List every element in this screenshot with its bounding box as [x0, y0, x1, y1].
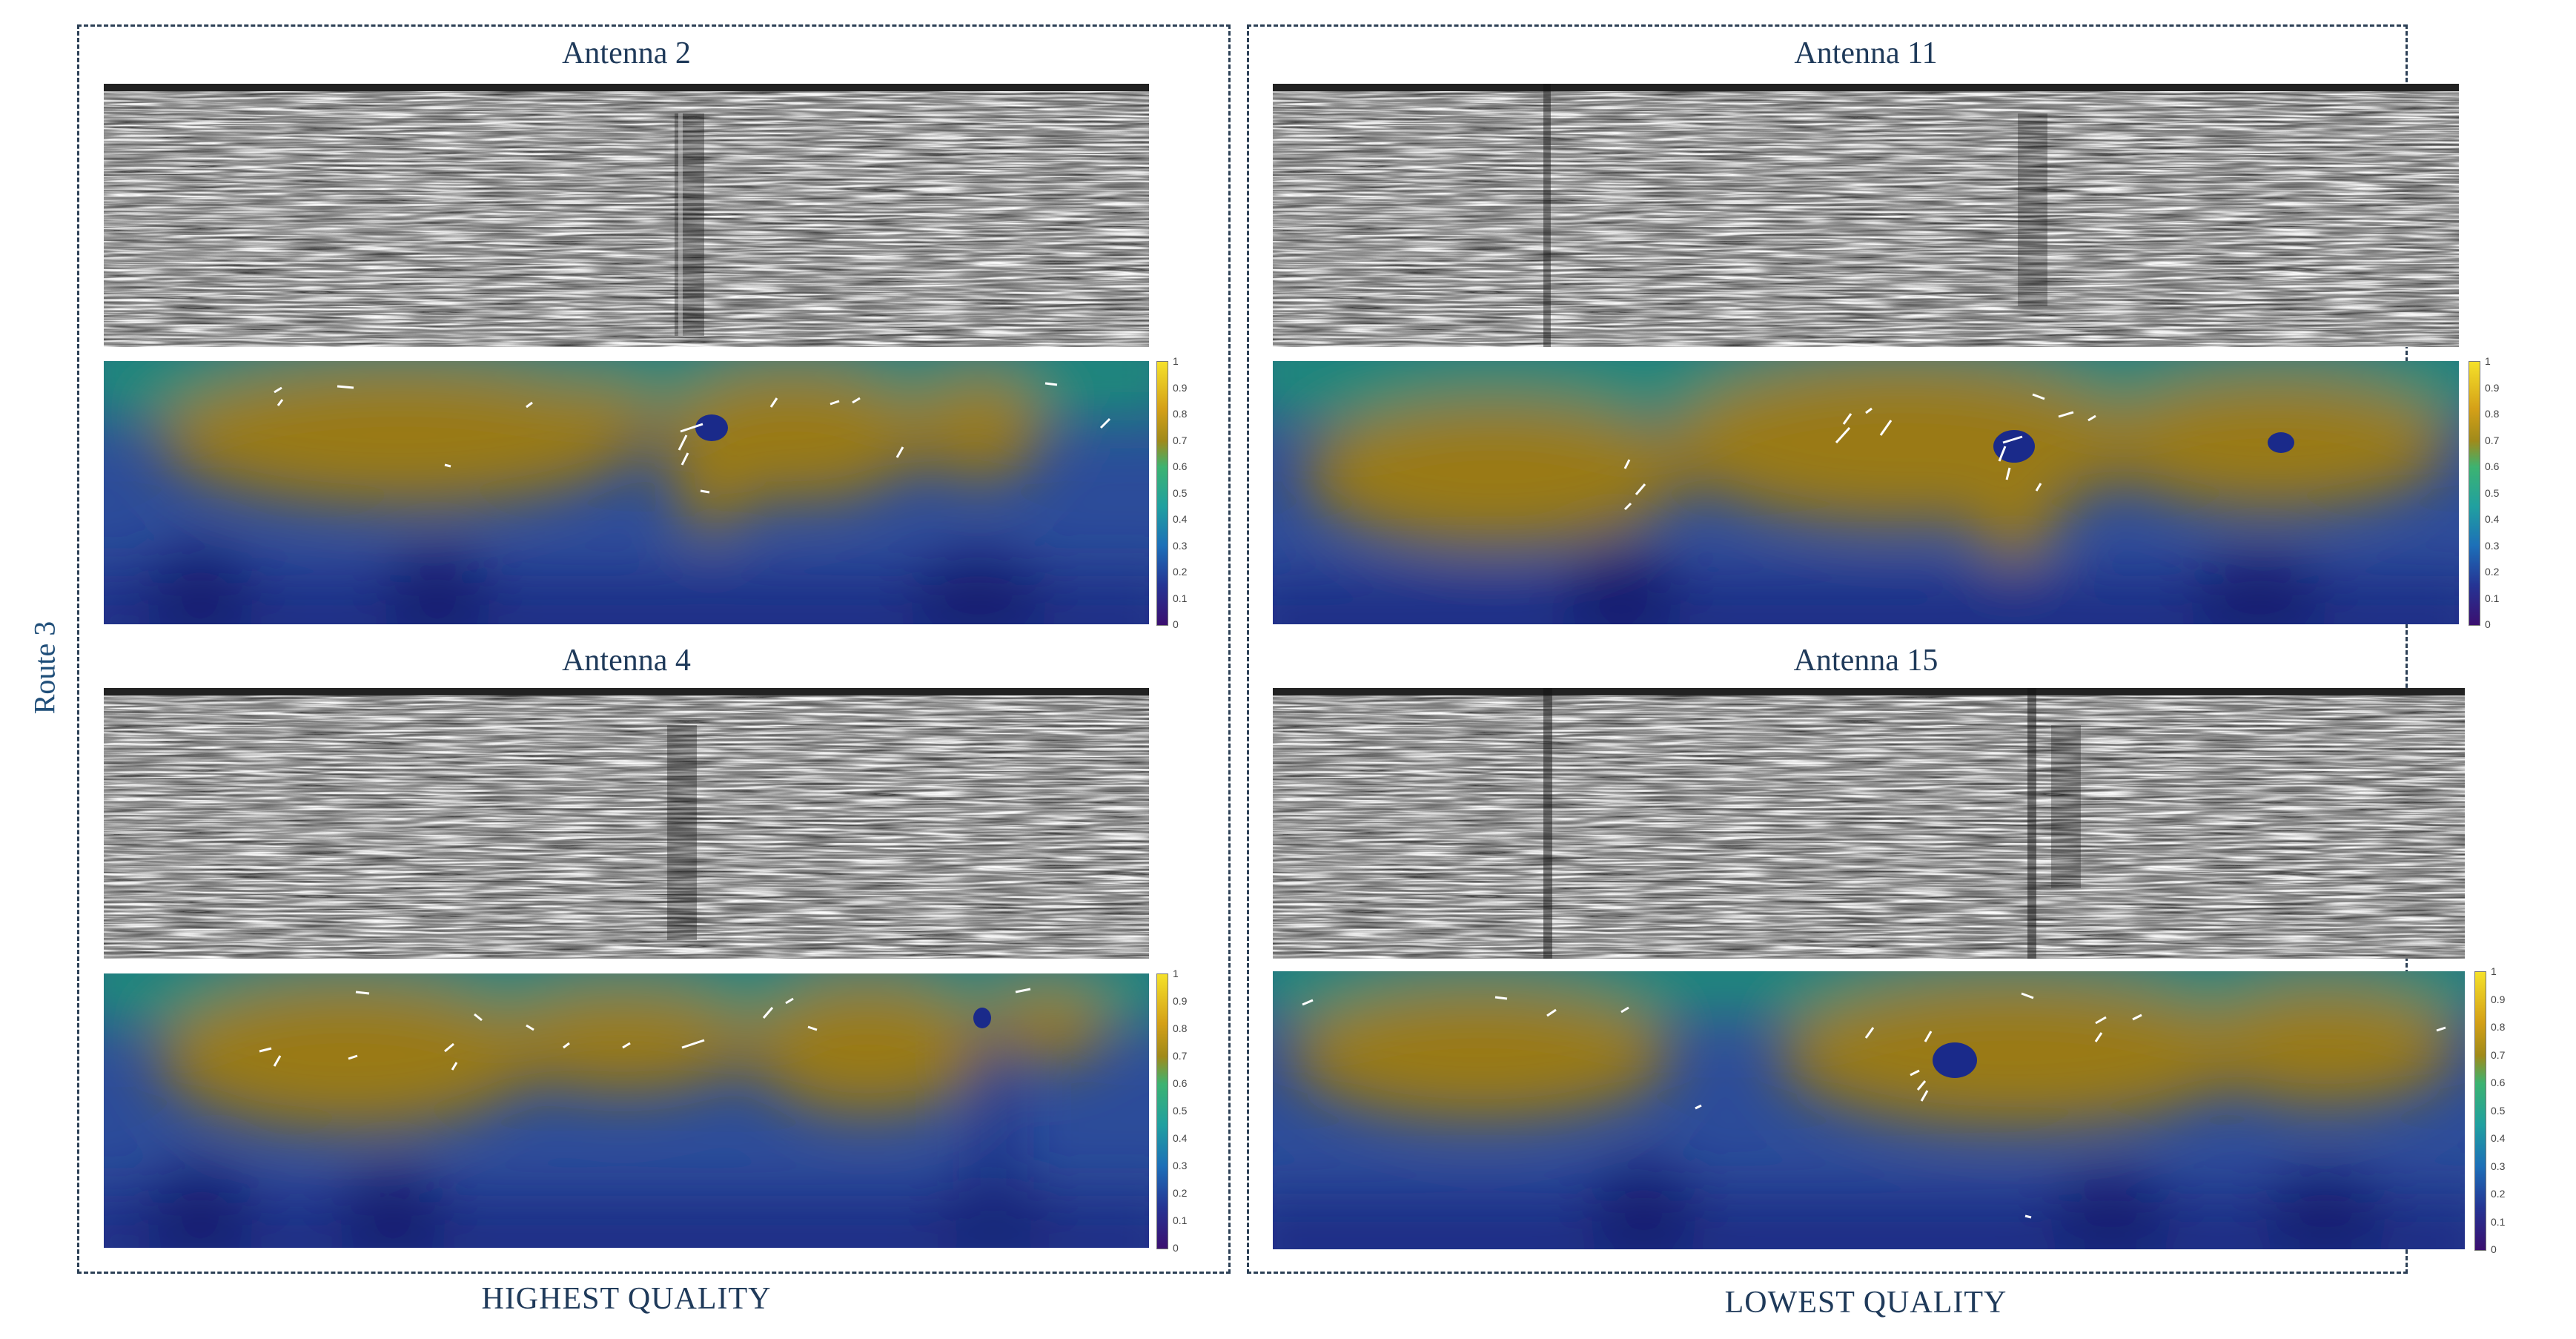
colorbar-tick-label: 0.7 [1173, 434, 1188, 446]
colorbar-tick-label: 0 [2491, 1243, 2497, 1255]
radargram-antenna-2 [104, 84, 1149, 347]
colorbar-tick-label: 0.6 [2485, 460, 2500, 472]
colorbar-tick-label: 0.6 [1173, 1077, 1188, 1089]
colorbar-tick-label: 0.3 [2485, 539, 2500, 552]
colorbar-tick-label: 0.3 [2491, 1160, 2506, 1172]
colorbar-tick-label: 0.4 [1173, 1132, 1188, 1144]
heatmap-antenna-4 [104, 973, 1149, 1248]
colorbar-tick-label: 0 [1173, 618, 1179, 630]
colorbar-tick-label: 0.2 [2485, 566, 2500, 578]
colorbar-tick-label: 0.8 [1173, 1022, 1188, 1034]
radargram-antenna-15 [1273, 688, 2465, 959]
colorbar-tick-label: 1 [1173, 355, 1179, 367]
colorbar-antenna-11 [2469, 361, 2480, 626]
colorbar-tick-label: 0.7 [2491, 1048, 2506, 1061]
colorbar-tick-label: 0.1 [1173, 1214, 1188, 1226]
colorbar-tick-label: 0.3 [1173, 1160, 1188, 1171]
colorbar-tick-label: 0.3 [1173, 539, 1188, 552]
lowest-quality-group [1247, 24, 2408, 1274]
colorbar-tick-label: 1 [2491, 965, 2497, 977]
colorbar-tick-label: 0.4 [2491, 1132, 2506, 1144]
colorbar-tick-label: 0.1 [2485, 592, 2500, 604]
colorbar-tick-label: 0.7 [2485, 434, 2500, 446]
colorbar-antenna-15 [2474, 971, 2486, 1251]
panel-title-antenna-15: Antenna 15 [1793, 644, 1938, 678]
colorbar-tick-label: 0.2 [2491, 1188, 2506, 1200]
colorbar-tick-label: 1 [2485, 355, 2491, 367]
colorbar-tick-label: 0.5 [2491, 1104, 2506, 1117]
colorbar-tick-label: 0.9 [1173, 995, 1188, 1007]
colorbar-tick-label: 0.5 [2485, 486, 2500, 499]
heatmap-antenna-2 [104, 361, 1149, 624]
panel-title-antenna-4: Antenna 4 [562, 644, 691, 678]
colorbar-tick-label: 0.9 [2485, 381, 2500, 394]
highest-quality-group [77, 24, 1231, 1274]
colorbar-tick-label: 0.9 [1173, 381, 1188, 394]
colorbar-tick-label: 0.6 [2491, 1077, 2506, 1088]
colorbar-antenna-4 [1156, 973, 1168, 1249]
colorbar-tick-label: 0 [1173, 1242, 1179, 1254]
route-label: Route 3 [27, 621, 62, 714]
colorbar-tick-label: 0.4 [2485, 513, 2500, 525]
colorbar-tick-label: 0.2 [1173, 1187, 1188, 1199]
colorbar-tick-label: 0.2 [1173, 566, 1188, 578]
colorbar-antenna-2 [1156, 361, 1168, 626]
radargram-antenna-11 [1273, 84, 2459, 347]
colorbar-tick-label: 0.8 [2491, 1021, 2506, 1033]
colorbar-tick-label: 0 [2485, 618, 2491, 630]
colorbar-tick-label: 0.4 [1173, 513, 1188, 525]
colorbar-tick-label: 1 [1173, 968, 1179, 979]
panel-title-antenna-11: Antenna 11 [1794, 36, 1938, 70]
colorbar-tick-label: 0.5 [1173, 1105, 1188, 1117]
heatmap-antenna-15 [1273, 971, 2465, 1249]
colorbar-tick-label: 0.9 [2491, 993, 2506, 1005]
radargram-antenna-4 [104, 688, 1149, 959]
colorbar-tick-label: 0.7 [1173, 1050, 1188, 1062]
colorbar-tick-label: 0.5 [1173, 486, 1188, 499]
quality-label-highest: HIGHEST QUALITY [481, 1282, 772, 1316]
colorbar-tick-label: 0.8 [2485, 408, 2500, 420]
colorbar-tick-label: 0.8 [1173, 408, 1188, 420]
quality-label-lowest: LOWEST QUALITY [1724, 1286, 2007, 1320]
colorbar-tick-label: 0.6 [1173, 460, 1188, 472]
colorbar-tick-label: 0.1 [2491, 1215, 2506, 1228]
panel-title-antenna-2: Antenna 2 [562, 36, 691, 70]
colorbar-tick-label: 0.1 [1173, 592, 1188, 604]
heatmap-antenna-11 [1273, 361, 2459, 624]
